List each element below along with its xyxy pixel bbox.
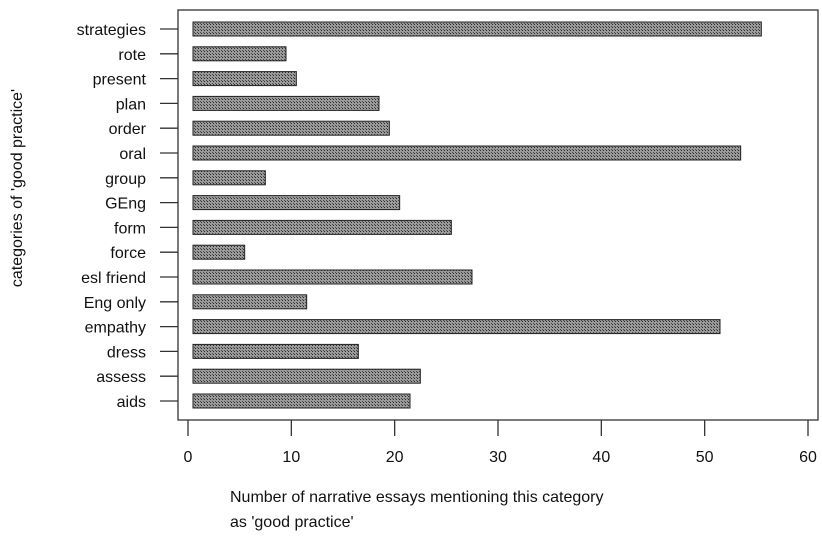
y-label-present: present [93,72,147,89]
x-axis-title-line-2: as 'good practice' [230,514,354,531]
bar-group [192,170,266,186]
y-label-eng-only: Eng only [84,295,146,312]
y-label-esl-friend: esl friend [81,270,146,287]
bar-form [192,219,452,235]
bar-assess [192,368,421,384]
bar-plan [192,95,380,111]
x-axis-ticks [187,420,809,436]
bar-oral [192,145,742,161]
bars-group [192,21,762,409]
bar-empathy [192,319,721,335]
x-tick-labels: 0 10 20 30 40 50 60 [184,449,817,466]
bar-aids [192,393,411,409]
y-label-order: order [109,121,147,138]
y-axis-title: categories of 'good practice' [9,89,26,287]
x-axis-title-line-1: Number of narrative essays mentioning th… [230,489,604,506]
bar-dress [192,343,359,359]
bar-order [192,120,390,136]
x-tick-label-0: 0 [184,449,193,466]
bar-eng-only [192,294,308,310]
y-label-assess: assess [96,369,146,386]
y-label-plan: plan [116,96,146,113]
y-label-aids: aids [117,394,146,411]
y-label-empathy: empathy [85,320,146,337]
bar-force [192,244,246,260]
y-label-rote: rote [118,47,146,64]
x-tick-label-20: 20 [386,449,404,466]
bar-present [192,71,297,87]
x-tick-label-60: 60 [799,449,817,466]
x-tick-label-40: 40 [592,449,610,466]
y-label-form: form [114,220,146,237]
y-label-strategies: strategies [77,22,146,39]
bar-esl-friend [192,269,473,285]
x-tick-label-50: 50 [696,449,714,466]
y-label-geng: GEng [105,196,146,213]
bar-geng [192,195,401,211]
bar-rote [192,46,287,62]
y-label-force: force [110,245,146,262]
x-tick-label-10: 10 [282,449,300,466]
y-label-oral: oral [119,146,146,163]
bar-strategies [192,21,762,37]
x-tick-label-30: 30 [489,449,507,466]
y-axis-ticks [160,28,178,402]
y-category-labels: strategies rote present plan order oral group G… [77,22,147,411]
y-label-group: group [105,171,146,188]
y-label-dress: dress [107,344,146,361]
